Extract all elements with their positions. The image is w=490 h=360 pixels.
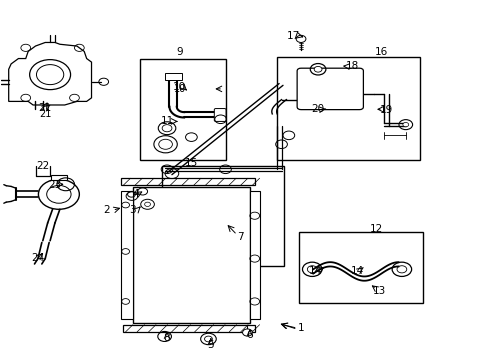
- Text: 8: 8: [164, 333, 171, 343]
- Bar: [51, 175, 67, 180]
- Text: 1: 1: [298, 323, 304, 333]
- Text: 12: 12: [370, 224, 383, 234]
- Text: 10: 10: [174, 84, 186, 94]
- Text: 16: 16: [375, 48, 388, 58]
- Text: 6: 6: [246, 330, 253, 341]
- Text: 22: 22: [36, 161, 49, 171]
- Text: 21: 21: [39, 109, 51, 118]
- Bar: [277, 57, 420, 160]
- Bar: [140, 59, 225, 160]
- Text: 17: 17: [287, 31, 300, 41]
- Text: 18: 18: [345, 62, 359, 71]
- Circle shape: [296, 35, 306, 42]
- Text: 21: 21: [39, 103, 52, 113]
- Circle shape: [204, 336, 212, 342]
- Bar: [250, 191, 260, 319]
- Text: 14: 14: [309, 266, 322, 276]
- Text: 4: 4: [132, 189, 139, 199]
- Circle shape: [314, 66, 322, 72]
- Text: 13: 13: [372, 286, 386, 296]
- Bar: [121, 191, 133, 319]
- Text: 23: 23: [49, 180, 62, 190]
- Text: 7: 7: [237, 232, 244, 242]
- FancyBboxPatch shape: [297, 68, 364, 110]
- Bar: [298, 232, 423, 303]
- Text: 19: 19: [380, 105, 393, 115]
- Text: 24: 24: [31, 253, 45, 263]
- Circle shape: [162, 125, 172, 132]
- Text: 11: 11: [160, 116, 173, 126]
- Text: 9: 9: [176, 48, 183, 58]
- Circle shape: [145, 202, 150, 206]
- Bar: [162, 166, 284, 266]
- Text: 15: 15: [185, 158, 198, 168]
- Text: 10: 10: [172, 82, 186, 92]
- Text: 3: 3: [130, 205, 136, 215]
- Circle shape: [243, 329, 252, 336]
- Text: 2: 2: [103, 205, 109, 215]
- Text: 14: 14: [350, 266, 364, 276]
- Text: 5: 5: [208, 340, 214, 350]
- Bar: [165, 73, 182, 80]
- Bar: [133, 187, 250, 323]
- Circle shape: [403, 122, 409, 127]
- Text: 20: 20: [312, 104, 325, 114]
- FancyBboxPatch shape: [214, 109, 226, 121]
